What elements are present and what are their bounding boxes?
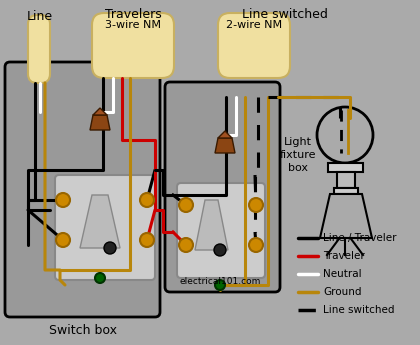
Circle shape	[215, 280, 225, 290]
Circle shape	[214, 244, 226, 256]
Bar	[337, 172, 355, 188]
FancyBboxPatch shape	[177, 183, 265, 278]
Circle shape	[140, 193, 154, 207]
Polygon shape	[320, 194, 372, 238]
Circle shape	[179, 238, 193, 252]
Polygon shape	[90, 115, 110, 130]
FancyBboxPatch shape	[55, 175, 155, 280]
Text: Ground: Ground	[323, 287, 362, 297]
Polygon shape	[93, 108, 107, 115]
Text: Line switched: Line switched	[323, 305, 394, 315]
FancyBboxPatch shape	[5, 62, 160, 317]
Text: Neutral: Neutral	[323, 269, 362, 279]
FancyBboxPatch shape	[165, 82, 280, 292]
Circle shape	[140, 233, 154, 247]
Circle shape	[249, 238, 263, 252]
Bar	[328, 163, 363, 172]
Bar	[334, 188, 358, 194]
Polygon shape	[80, 195, 120, 248]
Circle shape	[249, 198, 263, 212]
Text: Travelers: Travelers	[105, 8, 161, 21]
Text: Switch box: Switch box	[49, 324, 117, 336]
Circle shape	[56, 193, 70, 207]
Polygon shape	[218, 131, 232, 138]
FancyBboxPatch shape	[28, 15, 50, 83]
Text: Light
fixture
box: Light fixture box	[280, 137, 316, 173]
Circle shape	[179, 198, 193, 212]
Text: Line switched: Line switched	[242, 8, 328, 21]
FancyBboxPatch shape	[218, 13, 290, 78]
Text: 2-wire NM: 2-wire NM	[226, 20, 282, 30]
Text: Line: Line	[27, 10, 53, 23]
Circle shape	[104, 242, 116, 254]
Circle shape	[56, 233, 70, 247]
FancyBboxPatch shape	[92, 13, 174, 78]
Text: 3-wire NM: 3-wire NM	[105, 20, 161, 30]
Text: Line / Traveler: Line / Traveler	[323, 233, 396, 243]
Polygon shape	[195, 200, 228, 250]
Polygon shape	[215, 138, 235, 153]
Circle shape	[317, 107, 373, 163]
Circle shape	[95, 273, 105, 283]
Text: Traveler: Traveler	[323, 251, 365, 261]
Text: electrical101.com: electrical101.com	[179, 277, 261, 286]
